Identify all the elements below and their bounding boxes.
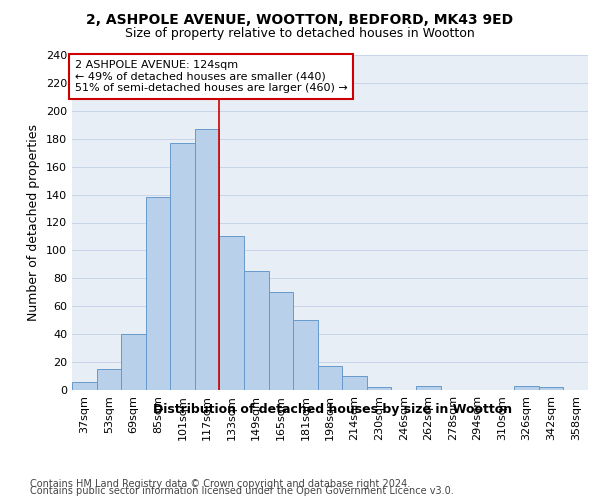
Text: 2 ASHPOLE AVENUE: 124sqm
← 49% of detached houses are smaller (440)
51% of semi-: 2 ASHPOLE AVENUE: 124sqm ← 49% of detach… xyxy=(74,60,347,93)
Bar xyxy=(170,143,195,390)
Bar xyxy=(220,236,244,390)
Bar xyxy=(195,129,220,390)
Bar xyxy=(121,334,146,390)
Bar xyxy=(97,369,121,390)
Bar xyxy=(342,376,367,390)
Bar xyxy=(318,366,342,390)
Y-axis label: Number of detached properties: Number of detached properties xyxy=(28,124,40,321)
Bar xyxy=(269,292,293,390)
Text: Contains public sector information licensed under the Open Government Licence v3: Contains public sector information licen… xyxy=(30,486,454,496)
Text: 2, ASHPOLE AVENUE, WOOTTON, BEDFORD, MK43 9ED: 2, ASHPOLE AVENUE, WOOTTON, BEDFORD, MK4… xyxy=(86,12,514,26)
Bar xyxy=(146,198,170,390)
Bar xyxy=(367,387,391,390)
Text: Contains HM Land Registry data © Crown copyright and database right 2024.: Contains HM Land Registry data © Crown c… xyxy=(30,479,410,489)
Bar xyxy=(539,387,563,390)
Bar xyxy=(514,386,539,390)
Text: Size of property relative to detached houses in Wootton: Size of property relative to detached ho… xyxy=(125,28,475,40)
Bar xyxy=(244,272,269,390)
Bar xyxy=(416,386,440,390)
Bar xyxy=(72,382,97,390)
Bar xyxy=(293,320,318,390)
Text: Distribution of detached houses by size in Wootton: Distribution of detached houses by size … xyxy=(154,402,512,415)
